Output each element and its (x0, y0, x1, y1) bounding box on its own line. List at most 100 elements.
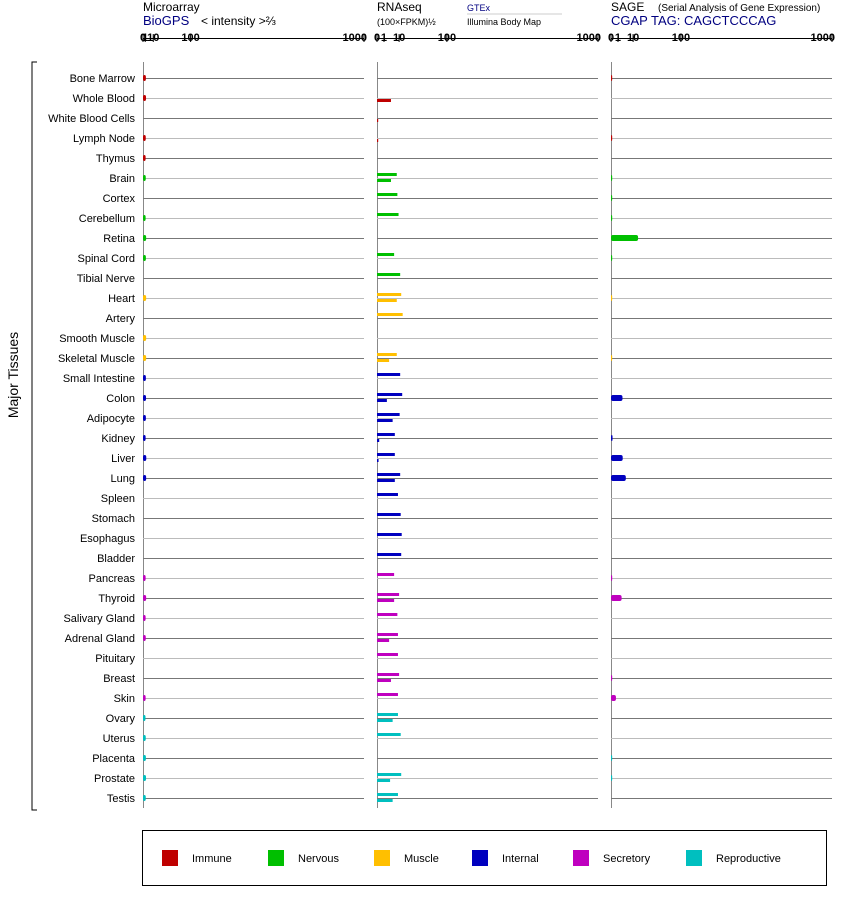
rnaseq-bar-liver-s2[interactable] (377, 459, 379, 462)
rnaseq-bar-spleen-s1[interactable] (377, 493, 398, 496)
rnaseq-bar-prostate-s1[interactable] (377, 773, 402, 776)
microarray-bar-whole-blood[interactable] (143, 95, 147, 101)
microarray-bar-salivary-gland[interactable] (143, 615, 146, 621)
sage-bar-lymph-node[interactable] (611, 135, 613, 141)
sage-bar-thyroid[interactable] (611, 595, 622, 601)
rnaseq-bar-adrenal-gland-s2[interactable] (377, 639, 390, 642)
microarray-bar-cerebellum[interactable] (143, 215, 146, 221)
sage-bar-placenta[interactable] (611, 755, 613, 761)
rnaseq-legend-gtex[interactable]: GTEx (467, 3, 491, 13)
microarray-bar-colon[interactable] (143, 395, 147, 401)
microarray-bar-prostate[interactable] (143, 775, 147, 781)
microarray-bar-retina[interactable] (143, 235, 147, 241)
rnaseq-bar-testis-s2[interactable] (377, 799, 393, 802)
sage-bar-retina[interactable] (611, 235, 639, 241)
rnaseq-bar-adipocyte-s2[interactable] (377, 419, 393, 422)
microarray-bar-uterus[interactable] (143, 735, 146, 741)
rnaseq-bar-white-blood-cells-s2[interactable] (377, 119, 379, 122)
microarray-bar-liver[interactable] (143, 455, 147, 461)
tissue-label-testis: Testis (107, 793, 136, 805)
rnaseq-bar-cortex-s1[interactable] (377, 193, 398, 196)
rnaseq-bar-lung-s1[interactable] (377, 473, 401, 476)
microarray-bar-adipocyte[interactable] (143, 415, 146, 421)
sage-bar-breast[interactable] (611, 675, 613, 681)
sage-bar-colon[interactable] (611, 395, 623, 401)
rnaseq-bar-tibial-nerve-s1[interactable] (377, 273, 401, 276)
microarray-bar-smooth-muscle[interactable] (143, 335, 147, 341)
rnaseq-bar-pituitary-s1[interactable] (377, 653, 398, 656)
rnaseq-bar-uterus-s1[interactable] (377, 733, 401, 736)
rnaseq-bar-kidney-s2[interactable] (377, 439, 380, 442)
microarray-bar-lymph-node[interactable] (143, 135, 146, 141)
rnaseq-bar-skeletal-muscle-s2[interactable] (377, 359, 390, 362)
tissue-label-brain: Brain (109, 173, 135, 185)
rnaseq-bar-artery-s1[interactable] (377, 313, 403, 316)
rnaseq-bar-liver-s1[interactable] (377, 453, 395, 456)
rnaseq-bar-brain-s2[interactable] (377, 179, 391, 182)
sage-source[interactable]: CGAP TAG: CAGCTCCCAG (611, 13, 776, 28)
sage-bar-skeletal-muscle[interactable] (611, 355, 613, 361)
sage-bar-lung[interactable] (611, 475, 626, 481)
rnaseq-bar-heart-s2[interactable] (377, 299, 397, 302)
rnaseq-bar-prostate-s2[interactable] (377, 779, 391, 782)
sage-bar-brain[interactable] (611, 175, 613, 181)
rnaseq-bar-brain-s1[interactable] (377, 173, 397, 176)
microarray-bar-pancreas[interactable] (143, 575, 146, 581)
rnaseq-bar-breast-s2[interactable] (377, 679, 391, 682)
rnaseq-bar-lung-s2[interactable] (377, 479, 395, 482)
rnaseq-bar-lymph-node-s2[interactable] (377, 139, 379, 142)
rnaseq-bar-stomach-s1[interactable] (377, 513, 401, 516)
rnaseq-bar-whole-blood-s2[interactable] (377, 99, 391, 102)
rnaseq-bar-ovary-s1[interactable] (377, 713, 398, 716)
rnaseq-bar-salivary-gland-s1[interactable] (377, 613, 398, 616)
rnaseq-bar-kidney-s1[interactable] (377, 433, 395, 436)
rnaseq-bar-thyroid-s2[interactable] (377, 599, 395, 602)
rnaseq-bar-breast-s1[interactable] (377, 673, 400, 676)
microarray-bar-adrenal-gland[interactable] (143, 635, 146, 641)
rnaseq-bar-adrenal-gland-s1[interactable] (377, 633, 398, 636)
rnaseq-bar-pancreas-s1[interactable] (377, 573, 395, 576)
rnaseq-bar-cerebellum-s1[interactable] (377, 213, 399, 216)
microarray-source[interactable]: BioGPS (143, 13, 190, 28)
rnaseq-bar-skin-s1[interactable] (377, 693, 398, 696)
sage-bar-skin[interactable] (611, 695, 616, 701)
sage-bar-prostate[interactable] (611, 775, 613, 781)
sage-bar-cerebellum[interactable] (611, 215, 613, 221)
microarray-bar-heart[interactable] (143, 295, 147, 301)
sage-bar-liver[interactable] (611, 455, 623, 461)
microarray-bar-brain[interactable] (143, 175, 146, 181)
sage-bar-pancreas[interactable] (611, 575, 613, 581)
sage-bar-kidney[interactable] (611, 435, 613, 441)
microarray-bar-testis[interactable] (143, 795, 146, 801)
sage-bar-spinal-cord[interactable] (611, 255, 613, 261)
rnaseq-bar-colon-s2[interactable] (377, 399, 387, 402)
rnaseq-bar-ovary-s2[interactable] (377, 719, 393, 722)
tissue-label-ovary: Ovary (106, 713, 136, 725)
rnaseq-bar-adipocyte-s1[interactable] (377, 413, 400, 416)
microarray-bar-placenta[interactable] (143, 755, 146, 761)
rnaseq-bar-esophagus-s1[interactable] (377, 533, 402, 536)
sage-bar-heart[interactable] (611, 295, 613, 301)
rnaseq-bar-heart-s1[interactable] (377, 293, 402, 296)
rnaseq-bar-colon-s1[interactable] (377, 393, 403, 396)
microarray-bar-thymus[interactable] (143, 155, 146, 161)
microarray-header: Microarray BioGPS < intensity >⅔ (143, 0, 276, 28)
rnaseq-bar-thyroid-s1[interactable] (377, 593, 400, 596)
microarray-bar-lung[interactable] (143, 475, 147, 481)
sage-bar-bone-marrow[interactable] (611, 75, 613, 81)
rnaseq-bar-skeletal-muscle-s1[interactable] (377, 353, 397, 356)
rnaseq-bar-bladder-s1[interactable] (377, 553, 402, 556)
rnaseq-bar-spinal-cord-s1[interactable] (377, 253, 395, 256)
microarray-bar-skeletal-muscle[interactable] (143, 355, 147, 361)
microarray-bar-kidney[interactable] (143, 435, 146, 441)
rnaseq-bar-testis-s1[interactable] (377, 793, 398, 796)
microarray-bar-spinal-cord[interactable] (143, 255, 146, 261)
rnaseq-bar-small-intestine-s1[interactable] (377, 373, 401, 376)
microarray-bar-ovary[interactable] (143, 715, 146, 721)
microarray-bar-skin[interactable] (143, 695, 146, 701)
microarray-bar-small-intestine[interactable] (143, 375, 146, 381)
microarray-bar-bone-marrow[interactable] (143, 75, 146, 81)
microarray-bar-thyroid[interactable] (143, 595, 147, 601)
sage-bar-cortex[interactable] (611, 195, 613, 201)
